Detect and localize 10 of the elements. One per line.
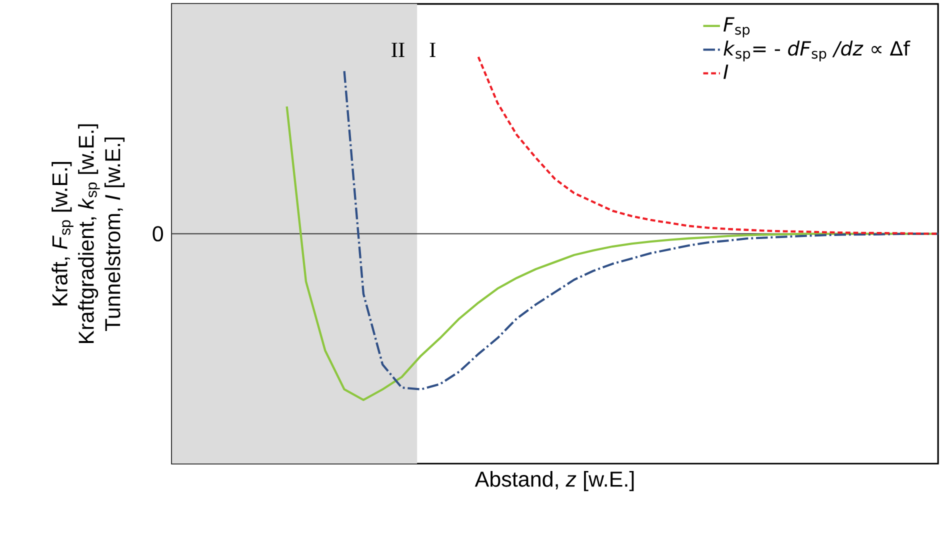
- x-axis-title: Abstand, z [w.E.]: [474, 470, 634, 491]
- legend-label: I: [724, 64, 728, 79]
- text: I: [430, 42, 436, 57]
- text: Kraftgradient, k$_{sp}$ [w.E.]: [78, 124, 100, 343]
- ref-line-label: 0: [152, 226, 164, 242]
- text: Kraft, F$_{sp}$ [w.E.]: [52, 162, 74, 306]
- legend-label: k$_{sp}$= - dF$_{sp}$ /dz ∝ Δf: [724, 40, 910, 62]
- text: II: [392, 42, 404, 57]
- legend-label: F$_{sp}$: [724, 17, 750, 38]
- text: Tunnelstrom, I [w.E.]: [104, 137, 125, 331]
